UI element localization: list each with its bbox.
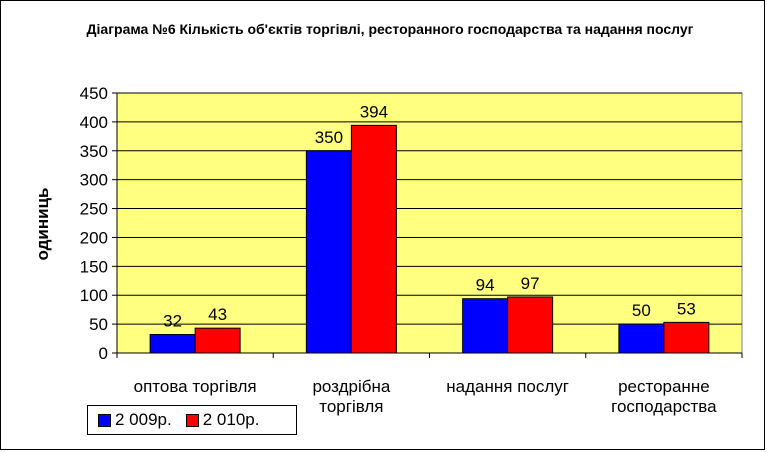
legend-swatch-2010 [185,413,199,427]
bar-2010-2 [507,296,554,354]
legend-item-2010: 2 010р. [185,410,260,430]
data-label: 94 [476,276,495,295]
x-tick-label: оптова торгівля [134,377,257,396]
data-label: 32 [163,312,182,331]
y-tick-label: 300 [80,171,108,190]
y-tick-label: 200 [80,228,108,247]
legend: 2 009р. 2 010р. [87,405,297,435]
bar-2010-0 [194,327,241,354]
x-tick-label: роздрібна торгівля [312,377,390,416]
legend-label-2009: 2 009р. [115,410,172,429]
legend-item-2009: 2 009р. [98,410,172,430]
y-tick-label: 0 [99,344,108,363]
x-tick-label: надання послуг [446,377,569,396]
data-label: 394 [360,102,388,121]
y-tick-label: 150 [80,257,108,276]
bar-2009-2 [462,298,509,354]
bar-2009-0 [149,334,196,354]
bar-2010-1 [350,124,397,354]
chart-title: Діаграма №6 Кількість об'єктів торгівлі,… [86,21,694,37]
plot-area [116,92,743,354]
y-tick-label: 450 [80,84,108,103]
y-tick-label: 250 [80,200,108,219]
y-tick-label: 50 [89,315,108,334]
y-tick-label: 350 [80,142,108,161]
bar-2009-3 [618,323,665,354]
data-label: 53 [677,299,696,318]
y-tick-label: 100 [80,286,108,305]
data-label: 97 [521,274,540,293]
x-tick-label: ресторанне господарства [611,377,717,416]
data-label: 43 [208,305,227,324]
legend-swatch-2009 [98,413,111,427]
bar-2009-1 [305,150,352,354]
y-tick-label: 400 [80,113,108,132]
y-axis-label: одиниць [33,187,52,260]
bar-2010-3 [663,321,710,354]
data-label: 50 [632,301,651,320]
legend-label-2010: 2 010р. [202,410,260,429]
data-label: 350 [315,128,343,147]
